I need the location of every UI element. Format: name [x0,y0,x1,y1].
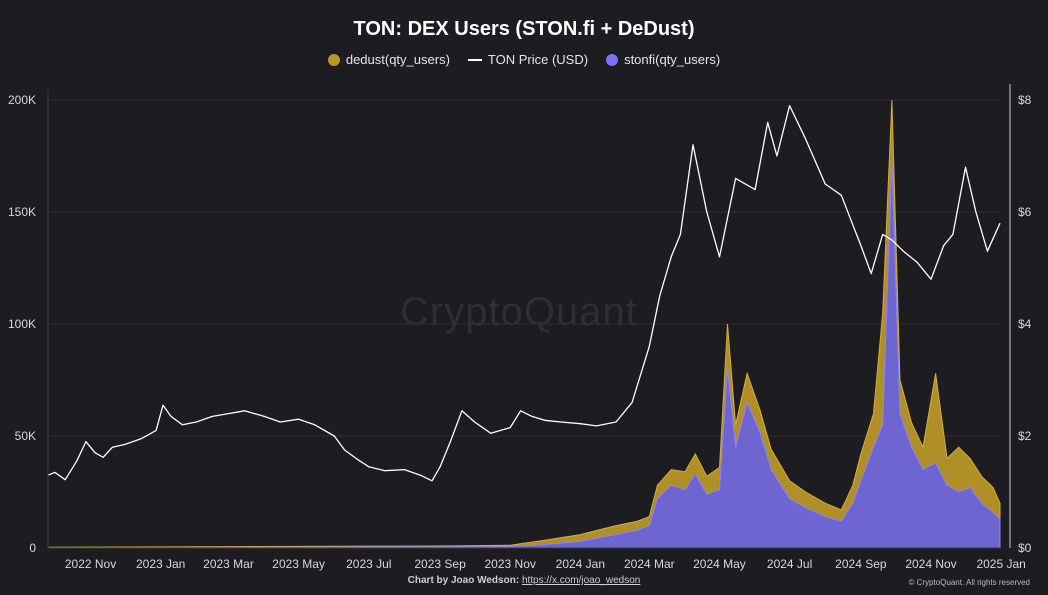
price-line [47,104,1001,482]
x-tick-label: 2023 Mar [203,557,254,571]
stonfi-swatch-icon [606,53,619,66]
y-left-tick-label: 0 [29,541,36,555]
copyright: © CryptoQuant. All rights reserved [908,578,1031,587]
x-tick-label: 2024 Mar [624,557,675,571]
x-tick-label: 2023 Sep [414,557,466,571]
legend-item-dedust[interactable]: dedust(qty_users) [327,52,450,67]
stonfi-area [47,160,1001,549]
dedust-swatch-icon [327,53,340,66]
y-right-tick-label: $2 [1018,429,1032,443]
x-tick-label: 2023 Nov [485,557,536,571]
legend: dedust(qty_users) TON Price (USD) stonfi… [0,52,1048,67]
x-tick-label: 2025 Jan [976,557,1025,571]
chart-title: TON: DEX Users (STON.fi + DeDust) [353,18,695,40]
x-tick-label: 2024 May [693,557,746,571]
credit-prefix: Chart by Joao Wedson: [407,575,522,586]
chart-credit: Chart by Joao Wedson: https://x.com/joao… [0,575,1048,586]
y-right-tick-label: $0 [1018,541,1032,555]
x-tick-label: 2024 Jul [767,557,812,571]
credit-link[interactable]: https://x.com/joao_wedson [521,575,641,586]
legend-label-price: TON Price (USD) [487,52,589,67]
y-left-tick-label: 50K [15,429,36,443]
watermark: CryptoQuant [400,290,638,334]
x-tick-label: 2023 May [272,557,325,571]
y-right-tick-label: $4 [1018,317,1032,331]
price-series [47,104,1001,482]
x-tick-label: 2024 Nov [905,557,956,571]
price-swatch-icon [467,58,482,61]
y-left-tick-label: 150K [8,205,36,219]
legend-label-stonfi: stonfi(qty_users) [624,52,721,67]
x-tick-label: 2024 Sep [835,557,887,571]
legend-item-stonfi[interactable]: stonfi(qty_users) [606,52,720,67]
y-right-tick-label: $8 [1018,93,1032,107]
x-tick-label: 2022 Nov [65,557,116,571]
y-right-tick-label: $6 [1018,205,1032,219]
y-left-tick-label: 100K [8,317,36,331]
area-series [47,99,1001,549]
legend-label-dedust: dedust(qty_users) [345,52,450,67]
axes: 0 50K 100K 150K 200K $0 $2 $4 $6 $8 2022 Nov 2023 J… [8,84,1032,571]
y-left-tick-label: 200K [8,93,36,107]
legend-item-price[interactable]: TON Price (USD) [467,52,589,67]
x-tick-label: 2024 Jan [556,557,605,571]
dedust-area [47,99,1001,549]
x-tick-label: 2023 Jan [136,557,185,571]
x-tick-label: 2023 Jul [346,557,391,571]
